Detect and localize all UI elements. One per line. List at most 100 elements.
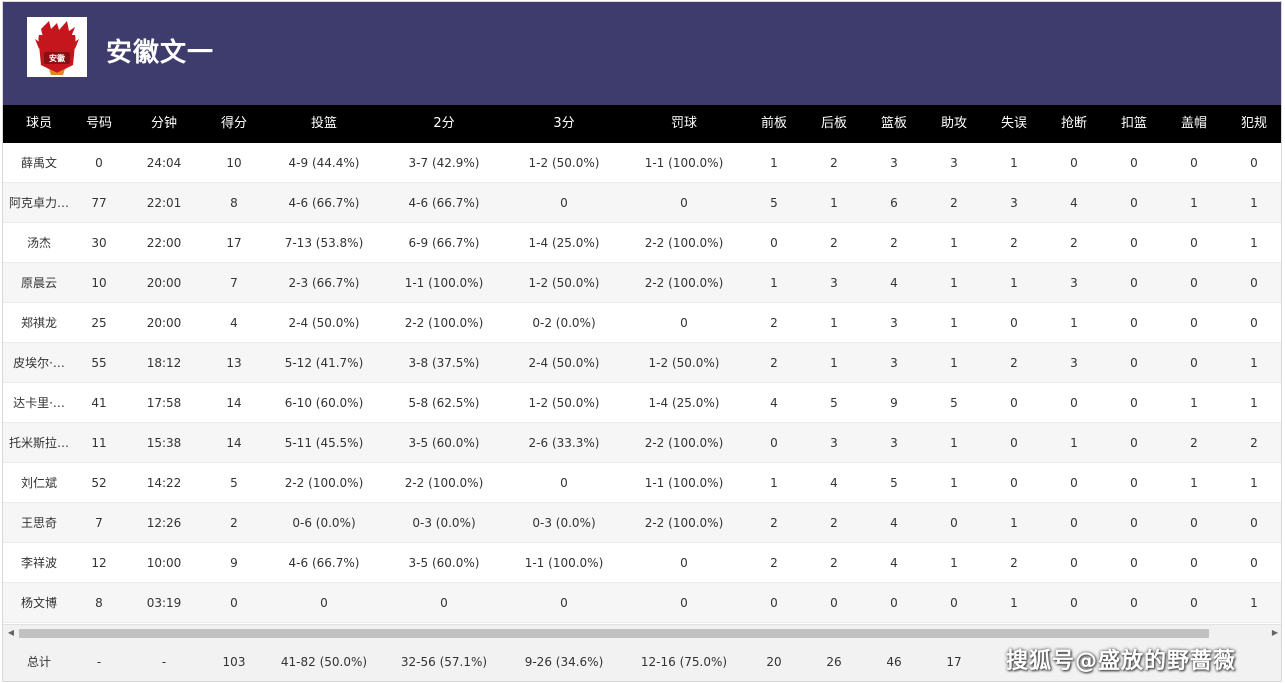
cell-player[interactable]: 原晨云	[20, 276, 57, 290]
cell-off-reb: 2	[770, 356, 778, 370]
cell-fg: 5-11 (45.5%)	[284, 436, 364, 450]
cell-dunks: 0	[1130, 436, 1138, 450]
cell-points: 14	[226, 396, 242, 410]
cell-two-pt: 2-2 (100.0%)	[404, 316, 484, 330]
cell-off-reb: 0	[770, 236, 778, 250]
column-header-dunks[interactable]: 扣篮	[1120, 116, 1147, 131]
cell-blocks: 0	[1190, 156, 1198, 170]
cell-player[interactable]: 王思奇	[20, 516, 57, 530]
cell-player[interactable]: 皮埃尔·…	[13, 356, 65, 370]
cell-player[interactable]: 刘仁斌	[20, 476, 57, 490]
cell-reb: 9	[890, 396, 898, 410]
cell-points: 13	[226, 356, 242, 370]
cell-player[interactable]: 薛禹文	[20, 156, 57, 170]
cell-def-reb: 4	[830, 476, 838, 490]
cell-three-pt: 0	[560, 196, 568, 210]
column-header-blocks[interactable]: 盖帽	[1180, 116, 1207, 131]
cell-minutes: 22:01	[146, 196, 182, 210]
cell-number: 41	[91, 396, 107, 410]
cell-ft: 0	[680, 596, 688, 610]
cell-blocks: 1	[1190, 476, 1198, 490]
cell-def-reb: 2	[830, 516, 838, 530]
cell-three-pt: 1-4 (25.0%)	[528, 236, 600, 250]
cell-steals: 0	[1070, 476, 1078, 490]
cell-points: 0	[230, 596, 238, 610]
scroll-thumb[interactable]	[19, 629, 1209, 638]
cell-points: 14	[226, 436, 242, 450]
cell-reb: 3	[890, 356, 898, 370]
cell-player[interactable]: 汤杰	[26, 236, 51, 250]
cell-two-pt: 3-8 (37.5%)	[408, 356, 480, 370]
cell-steals: 3	[1070, 276, 1078, 290]
cell-def-reb: 5	[830, 396, 838, 410]
cell-dunks: 0	[1130, 316, 1138, 330]
column-header-two-pt[interactable]: 2分	[433, 116, 455, 131]
cell-fg: 4-6 (66.7%)	[288, 556, 360, 570]
cell-off-reb: 2	[770, 516, 778, 530]
cell-def-reb: 2	[830, 156, 838, 170]
cell-player[interactable]: 阿克卓力…	[8, 196, 69, 210]
cell-player[interactable]: 郑祺龙	[20, 316, 57, 330]
cell-fg: 0	[320, 596, 328, 610]
cell-off-reb: 1	[770, 276, 778, 290]
scroll-right-arrow-icon[interactable]: ▶	[1271, 628, 1279, 637]
cell-turnovers: 0	[1010, 396, 1018, 410]
table-row: 杨文博 8 03:19 0 0 0 0 0 0 0 0 0 1 0 0 0 1	[3, 583, 1281, 623]
cell-minutes: 03:19	[146, 596, 182, 610]
cell-number: 25	[91, 316, 107, 330]
cell-assists: 1	[950, 276, 958, 290]
cell-dunks: 0	[1130, 476, 1138, 490]
cell-fouls: 1	[1250, 596, 1258, 610]
cell-dunks: 0	[1130, 596, 1138, 610]
column-header-reb[interactable]: 篮板	[880, 116, 907, 131]
table-row: 李祥波 12 10:00 9 4-6 (66.7%) 3-5 (60.0%) 1-1 (10…	[3, 543, 1281, 583]
column-header-def-reb[interactable]: 后板	[820, 116, 847, 131]
cell-def-reb: 1	[830, 316, 838, 330]
column-header-off-reb[interactable]: 前板	[760, 116, 787, 131]
cell-three-pt: 1-2 (50.0%)	[528, 276, 600, 290]
cell-ft: 2-2 (100.0%)	[644, 436, 724, 450]
cell-fg: 2-4 (50.0%)	[288, 316, 360, 330]
cell-reb: 3	[890, 436, 898, 450]
cell-steals: 0	[1070, 596, 1078, 610]
column-header-minutes[interactable]: 分钟	[150, 116, 177, 131]
column-header-points[interactable]: 得分	[220, 116, 247, 131]
cell-off-reb: 0	[770, 596, 778, 610]
cell-steals: 0	[1070, 156, 1078, 170]
cell-three-pt: 2-6 (33.3%)	[528, 436, 600, 450]
column-header-steals[interactable]: 抢断	[1060, 116, 1087, 131]
cell-ft: 2-2 (100.0%)	[644, 276, 724, 290]
cell-assists: 1	[950, 436, 958, 450]
cell-player[interactable]: 托米斯拉…	[8, 436, 69, 450]
column-header-ft[interactable]: 罚球	[670, 116, 697, 131]
horizontal-scrollbar[interactable]: ◀ ▶	[3, 624, 1281, 641]
column-header-fg[interactable]: 投篮	[310, 116, 337, 131]
column-header-fouls[interactable]: 犯规	[1240, 116, 1267, 131]
cell-fg: 2-2 (100.0%)	[284, 476, 364, 490]
cell-two-pt: 4-6 (66.7%)	[408, 196, 480, 210]
cell-fouls: 1	[1250, 396, 1258, 410]
cell-three-pt: 1-2 (50.0%)	[528, 156, 600, 170]
cell-number: 7	[95, 516, 103, 530]
cell-fg: 5-12 (41.7%)	[284, 356, 364, 370]
column-header-turnovers[interactable]: 失误	[1000, 116, 1027, 131]
cell-player[interactable]: 杨文博	[20, 596, 57, 610]
scroll-left-arrow-icon[interactable]: ◀	[7, 628, 15, 637]
total-two-pt: 32-56 (57.1%)	[400, 655, 488, 669]
cell-minutes: 20:00	[146, 276, 182, 290]
cell-turnovers: 2	[1010, 356, 1018, 370]
cell-three-pt: 2-4 (50.0%)	[528, 356, 600, 370]
total-ft: 12-16 (75.0%)	[640, 655, 728, 669]
cell-player[interactable]: 达卡里·…	[13, 396, 65, 410]
cell-reb: 5	[890, 476, 898, 490]
cell-fouls: 1	[1250, 236, 1258, 250]
cell-player[interactable]: 李祥波	[20, 556, 57, 570]
column-header-assists[interactable]: 助攻	[940, 116, 967, 131]
cell-three-pt: 1-1 (100.0%)	[524, 556, 604, 570]
cell-blocks: 0	[1190, 556, 1198, 570]
column-header-three-pt[interactable]: 3分	[553, 116, 575, 131]
column-header-number[interactable]: 号码	[85, 116, 112, 131]
column-header-player[interactable]: 球员	[25, 116, 52, 131]
total-assists: 17	[946, 655, 962, 669]
cell-fg: 2-3 (66.7%)	[288, 276, 360, 290]
